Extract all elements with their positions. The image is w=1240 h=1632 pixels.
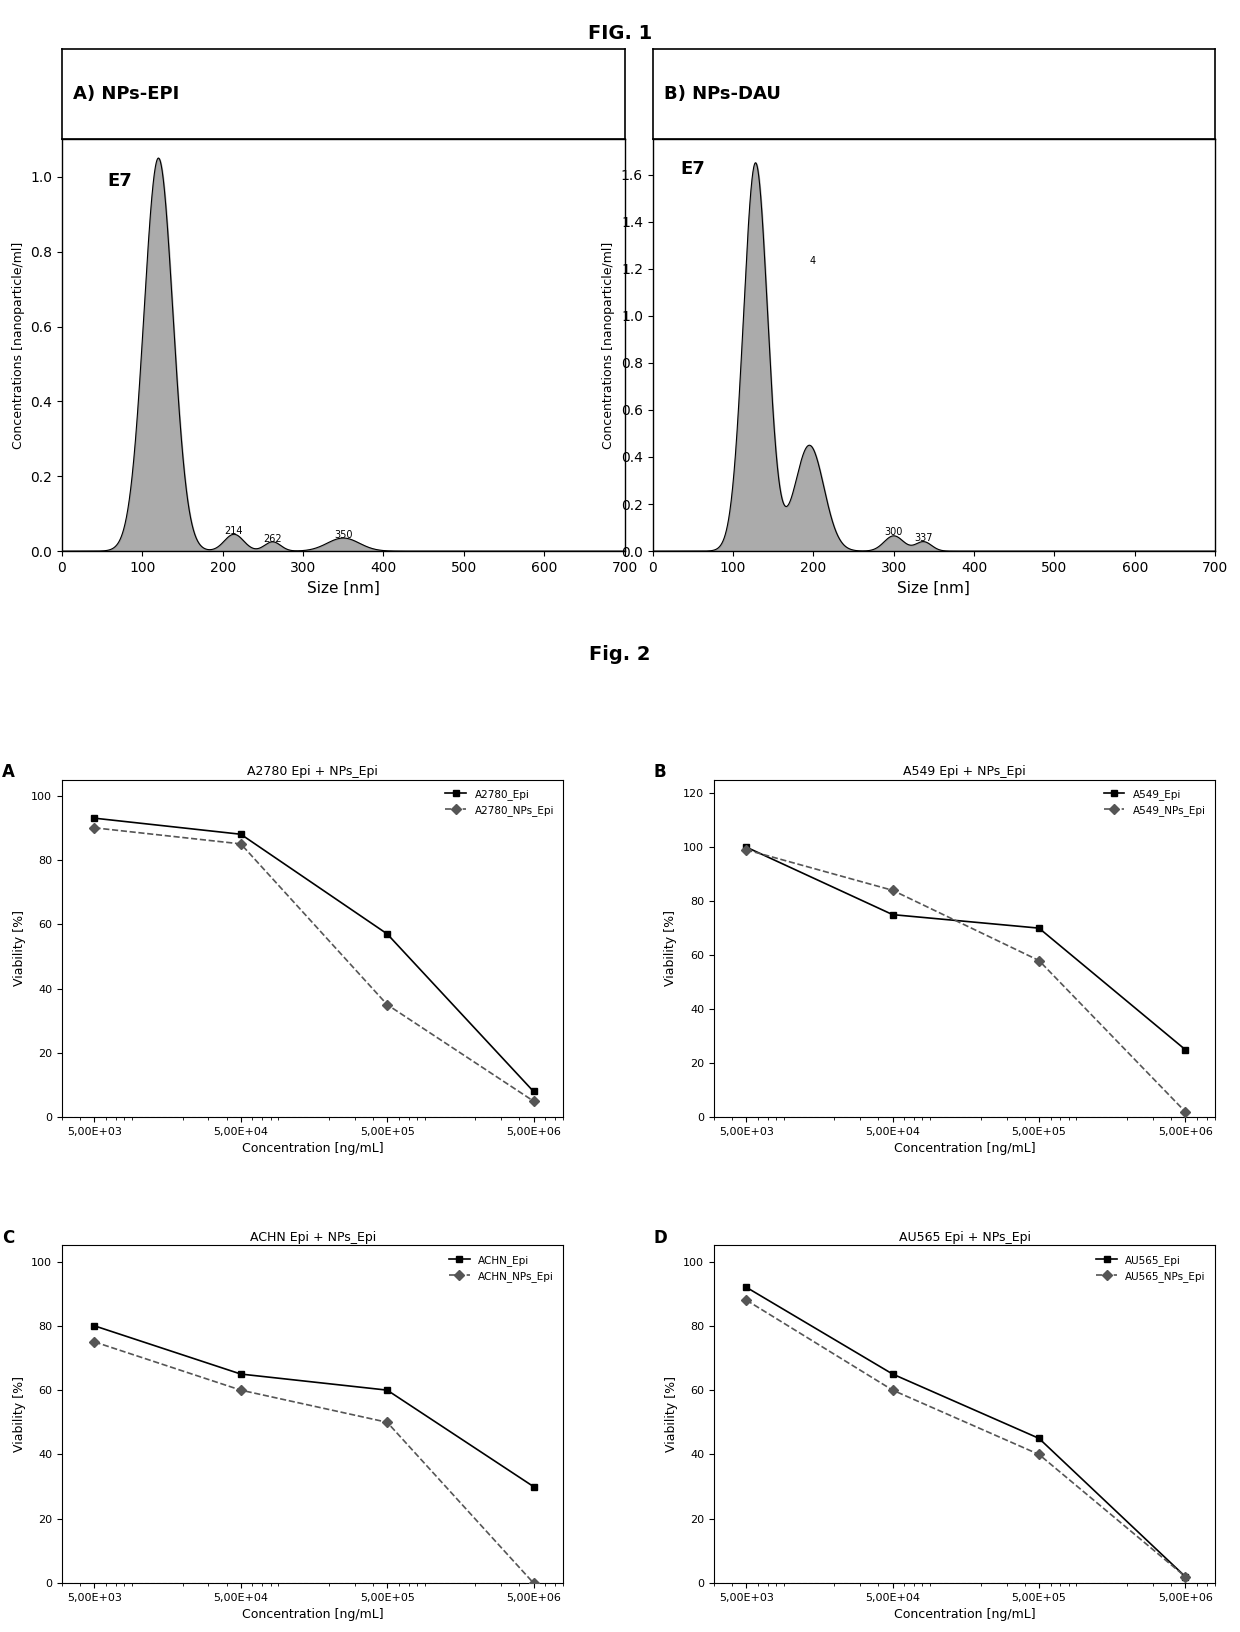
A2780_Epi [87, 808, 102, 827]
X-axis label: Concentration [ng/mL]: Concentration [ng/mL] [894, 1142, 1035, 1155]
Legend: A549_Epi, A549_NPs_Epi: A549_Epi, A549_NPs_Epi [1100, 785, 1210, 821]
AU565_Epi [1178, 1567, 1193, 1586]
Text: Fig. 2: Fig. 2 [589, 645, 651, 664]
A549_NPs_Epi [885, 881, 900, 901]
ACHN_NPs_Epi [379, 1412, 394, 1431]
ACHN_Epi [87, 1315, 102, 1335]
A549_Epi [1178, 1040, 1193, 1059]
Line: A2780_NPs_Epi: A2780_NPs_Epi [91, 824, 537, 1105]
Text: A) NPs-EPI: A) NPs-EPI [73, 85, 180, 103]
Line: ACHN_Epi: ACHN_Epi [91, 1322, 537, 1490]
Y-axis label: Viability [%]: Viability [%] [12, 1376, 26, 1452]
AU565_Epi [885, 1364, 900, 1384]
Y-axis label: Viability [%]: Viability [%] [665, 1376, 677, 1452]
A549_Epi [1032, 919, 1047, 938]
A549_Epi [739, 837, 754, 857]
Legend: A2780_Epi, A2780_NPs_Epi: A2780_Epi, A2780_NPs_Epi [441, 785, 558, 821]
Text: 337: 337 [914, 534, 932, 543]
A549_NPs_Epi [1032, 951, 1047, 971]
Line: A2780_Epi: A2780_Epi [91, 814, 537, 1095]
Text: D: D [653, 1229, 667, 1247]
Title: AU565 Epi + NPs_Epi: AU565 Epi + NPs_Epi [899, 1231, 1030, 1244]
Line: A549_NPs_Epi: A549_NPs_Epi [743, 847, 1189, 1115]
X-axis label: Concentration [ng/mL]: Concentration [ng/mL] [242, 1608, 383, 1621]
ACHN_Epi [233, 1364, 248, 1384]
Line: AU565_NPs_Epi: AU565_NPs_Epi [743, 1297, 1189, 1580]
ACHN_Epi [526, 1477, 541, 1497]
Text: 262: 262 [263, 534, 281, 543]
Y-axis label: Viability [%]: Viability [%] [665, 911, 677, 986]
Text: E7: E7 [681, 160, 706, 178]
A2780_Epi [526, 1082, 541, 1102]
Text: 300: 300 [884, 527, 903, 537]
ACHN_NPs_Epi [233, 1381, 248, 1400]
Text: FIG. 1: FIG. 1 [588, 24, 652, 44]
X-axis label: Concentration [ng/mL]: Concentration [ng/mL] [242, 1142, 383, 1155]
A2780_NPs_Epi [379, 996, 394, 1015]
Text: C: C [1, 1229, 14, 1247]
A2780_NPs_Epi [233, 834, 248, 854]
ACHN_NPs_Epi [526, 1573, 541, 1593]
Y-axis label: Concentrations [nanoparticle/ml]: Concentrations [nanoparticle/ml] [11, 242, 25, 449]
Text: 350: 350 [334, 530, 352, 540]
A2780_NPs_Epi [526, 1092, 541, 1111]
X-axis label: Size [nm]: Size [nm] [306, 581, 379, 596]
ACHN_Epi [379, 1381, 394, 1400]
A2780_NPs_Epi [87, 818, 102, 837]
Title: A549 Epi + NPs_Epi: A549 Epi + NPs_Epi [903, 765, 1025, 778]
Title: ACHN Epi + NPs_Epi: ACHN Epi + NPs_Epi [249, 1231, 376, 1244]
Y-axis label: Viability [%]: Viability [%] [12, 911, 26, 986]
AU565_NPs_Epi [885, 1381, 900, 1400]
X-axis label: Size [nm]: Size [nm] [898, 581, 971, 596]
Text: A: A [1, 762, 15, 780]
A549_NPs_Epi [739, 840, 754, 860]
X-axis label: Concentration [ng/mL]: Concentration [ng/mL] [894, 1608, 1035, 1621]
Text: B) NPs-DAU: B) NPs-DAU [663, 85, 781, 103]
Line: ACHN_NPs_Epi: ACHN_NPs_Epi [91, 1338, 537, 1586]
Y-axis label: Concentrations [nanoparticle/ml]: Concentrations [nanoparticle/ml] [603, 242, 615, 449]
Text: B: B [653, 762, 666, 780]
Legend: ACHN_Epi, ACHN_NPs_Epi: ACHN_Epi, ACHN_NPs_Epi [445, 1250, 558, 1286]
Text: 214: 214 [224, 526, 243, 537]
AU565_NPs_Epi [739, 1291, 754, 1310]
Title: A2780 Epi + NPs_Epi: A2780 Epi + NPs_Epi [247, 765, 378, 778]
ACHN_NPs_Epi [87, 1332, 102, 1351]
Legend: AU565_Epi, AU565_NPs_Epi: AU565_Epi, AU565_NPs_Epi [1092, 1250, 1210, 1286]
A2780_Epi [233, 824, 248, 844]
A549_Epi [885, 904, 900, 924]
AU565_Epi [739, 1278, 754, 1297]
Text: 4: 4 [810, 256, 816, 266]
Line: A549_Epi: A549_Epi [743, 844, 1189, 1053]
AU565_NPs_Epi [1032, 1444, 1047, 1464]
Line: AU565_Epi: AU565_Epi [743, 1284, 1189, 1580]
AU565_Epi [1032, 1428, 1047, 1448]
Text: E7: E7 [107, 173, 131, 191]
AU565_NPs_Epi [1178, 1567, 1193, 1586]
A2780_Epi [379, 924, 394, 943]
A549_NPs_Epi [1178, 1102, 1193, 1121]
